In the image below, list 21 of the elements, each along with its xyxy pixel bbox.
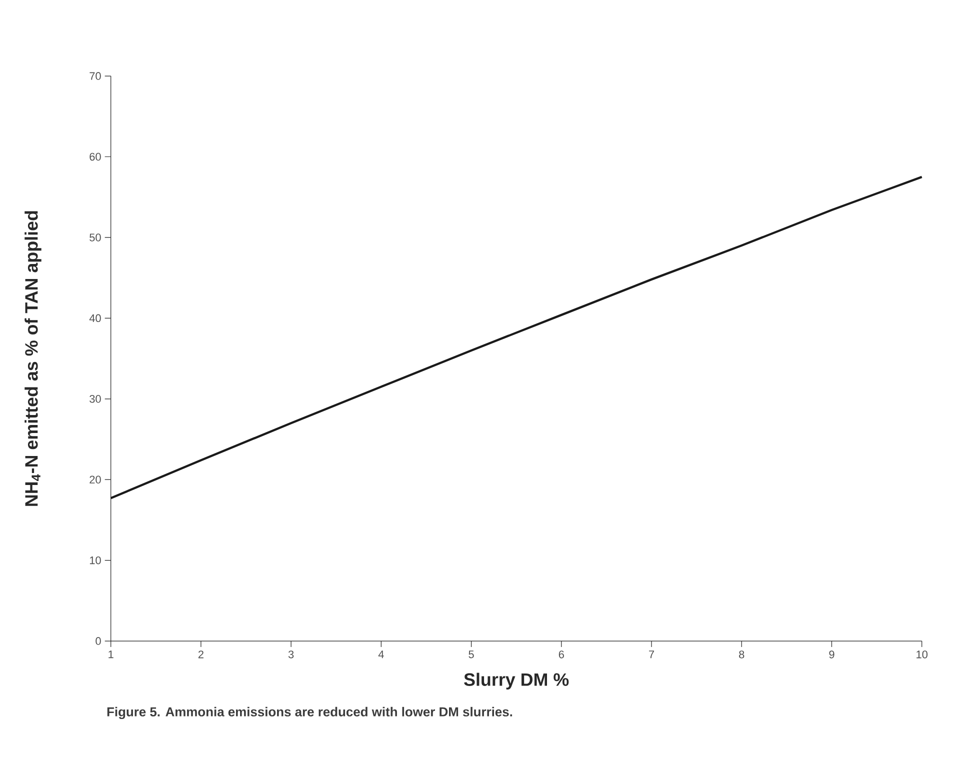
x-tick-label: 1 [108, 650, 114, 658]
y-tick-label: 40 [89, 314, 101, 322]
caption: Figure 5. Ammonia emissions are reduced with lower DM slurries. [107, 706, 512, 720]
x-tick-label: 7 [649, 650, 654, 658]
y-tick-label: 20 [90, 476, 101, 484]
x-tick-label: 10 [916, 650, 928, 658]
x-tick-label: 6 [558, 650, 564, 658]
y-tick-label: 60 [90, 152, 101, 161]
y-tick-label: 0 [96, 637, 101, 645]
x-tick-label: 3 [288, 650, 294, 658]
y-tick-label: 30 [90, 395, 101, 403]
x-tick-label: 8 [739, 650, 744, 658]
x-tick-label: 4 [378, 650, 384, 658]
y-tick-label: 50 [90, 234, 101, 242]
y-tick-label: 10 [90, 556, 101, 564]
x-tick-label: 9 [829, 650, 834, 658]
x-tick-label: 2 [198, 650, 204, 658]
x-tick-label: 5 [468, 650, 474, 658]
y-tick-label: 70 [90, 72, 101, 80]
x-axis-title: Slurry DM % [464, 672, 569, 690]
y-axis-title: NH$_{4}$-N emitted as % of TAN applied [24, 211, 42, 506]
